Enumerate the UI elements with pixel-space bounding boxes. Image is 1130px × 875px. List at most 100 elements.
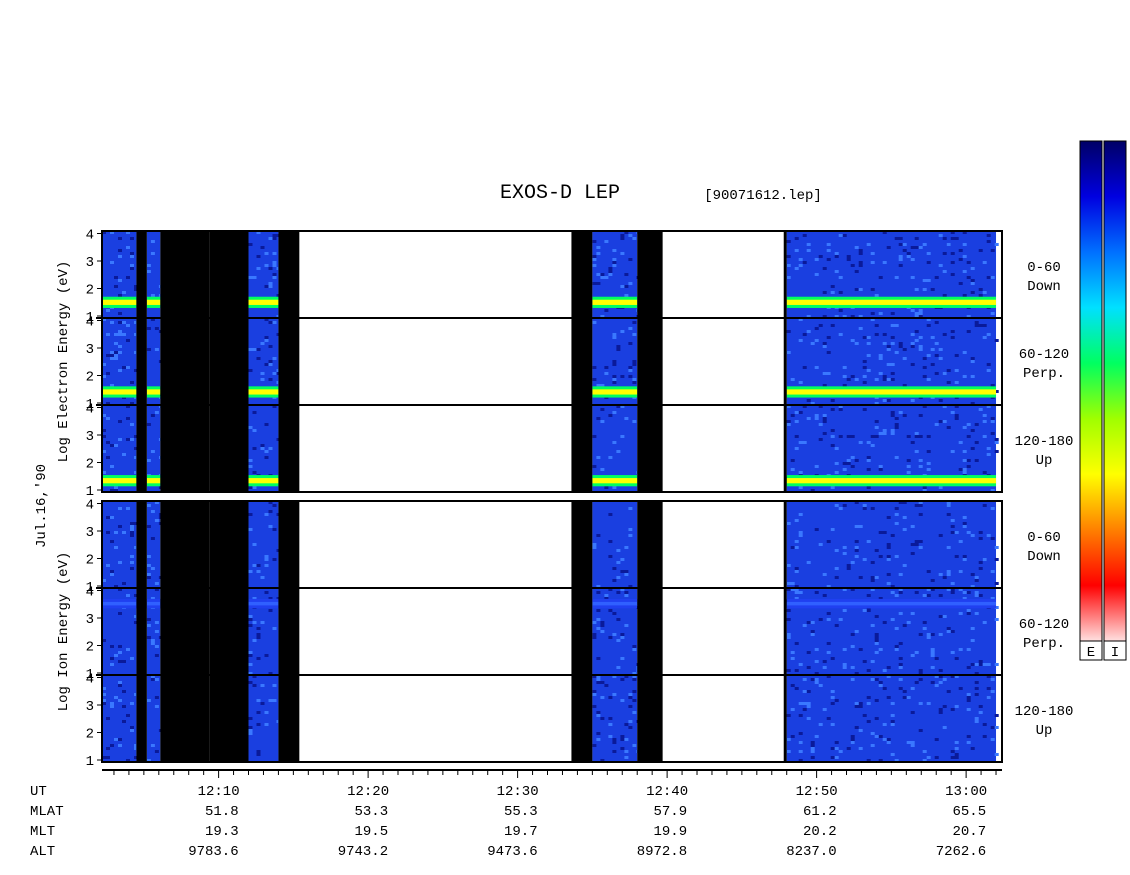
- mlat-value: 55.3: [504, 804, 538, 820]
- electron-channel-label: 0-60 Down: [1027, 260, 1061, 295]
- electron-band-core: [102, 389, 137, 395]
- ion-band-core: [146, 601, 161, 606]
- ion-ytick-label: 1: [86, 580, 94, 596]
- electron-channel-label: 60-120 Perp.: [1019, 347, 1069, 382]
- channel-label-line: 60-120: [1019, 617, 1069, 633]
- ion-nodata-4: [571, 501, 593, 762]
- electron-band-core: [786, 299, 997, 305]
- electron-ytick-label: 2: [86, 457, 94, 473]
- electron-band-core: [248, 299, 279, 305]
- ion-noise-light: [102, 681, 138, 750]
- ion-ytick-label: 2: [86, 640, 94, 656]
- electron-nodata-5: [637, 231, 663, 492]
- ion-channel-label: 120-180 Up: [1015, 704, 1074, 739]
- colorbar-label: E: [1087, 645, 1095, 661]
- colorbar-e: [1079, 140, 1103, 642]
- ion-noise-dark: [592, 588, 641, 666]
- electron-ytick-label: 4: [86, 315, 94, 331]
- electron-band-core: [786, 478, 997, 484]
- electron-noise-dark: [248, 234, 281, 297]
- electron-band-core: [146, 299, 161, 305]
- mlt-value: 19.7: [504, 824, 538, 840]
- time-axis: UT MLAT MLT ALT 12:10 51.8 19.3 9783.6 12:20 53.3…: [30, 769, 1002, 860]
- channel-label-line: Down: [1027, 279, 1061, 295]
- ion-noise-dark: [248, 591, 281, 675]
- ion-data-block-3: [592, 501, 638, 762]
- colorbar-label-box: [1079, 640, 1103, 661]
- ion-nodata-5: [637, 501, 663, 762]
- electron-nodata-6: [783, 231, 787, 492]
- ion-panel: 1 2 3 4 0-60 Down 1 2 3 4 60-120 Perp. 1 2 3 4 120-180 Up…: [56, 498, 1073, 771]
- mlt-value: 20.7: [953, 824, 987, 840]
- mlat-value: 57.9: [654, 804, 688, 820]
- mlt-value: 20.2: [803, 824, 837, 840]
- mlat-value: 65.5: [953, 804, 987, 820]
- ion-band-core: [592, 601, 638, 606]
- electron-nodata-1: [160, 231, 210, 492]
- electron-noise-light: [146, 240, 163, 297]
- ion-content: [102, 501, 999, 762]
- electron-band-core: [592, 299, 638, 305]
- electron-ytick-label: 2: [86, 283, 94, 299]
- electron-data-block-2: [248, 231, 279, 492]
- date-label: Jul.16,'90: [34, 464, 50, 548]
- ion-nodata-2: [209, 501, 249, 762]
- row-label-mlat: MLAT: [30, 804, 64, 820]
- channel-label-line: 0-60: [1027, 530, 1061, 546]
- electron-noise-light: [102, 318, 138, 399]
- electron-band-core: [248, 478, 279, 484]
- alt-value: 7262.6: [936, 844, 986, 860]
- electron-content: [102, 231, 999, 492]
- ion-ytick-label: 4: [86, 672, 94, 688]
- channel-label-line: Perp.: [1023, 366, 1065, 382]
- electron-channel-label: 120-180 Up: [1015, 434, 1074, 469]
- alt-value: 8972.8: [637, 844, 687, 860]
- electron-ytick-label: 2: [86, 370, 94, 386]
- electron-noise-light: [248, 231, 281, 318]
- channel-label-line: Perp.: [1023, 636, 1065, 652]
- electron-band-core: [146, 389, 161, 395]
- electron-frame: [101, 230, 1003, 493]
- ion-band-core: [248, 601, 279, 606]
- electron-ytick-label: 3: [86, 255, 94, 271]
- channel-label-line: 120-180: [1015, 704, 1074, 720]
- electron-noise-light: [592, 321, 637, 399]
- ion-channel-label: 0-60 Down: [1027, 530, 1061, 565]
- ion-nodata-3: [278, 501, 300, 762]
- ion-ytick-label: 3: [86, 699, 94, 715]
- electron-data-block-4: [786, 231, 997, 492]
- ion-ylabel: Log Ion Energy (eV): [56, 552, 72, 712]
- electron-nodata-4: [571, 231, 593, 492]
- colorbar-label-box: [1103, 640, 1127, 661]
- ut-tick-label: 12:50: [796, 784, 838, 800]
- mlat-value: 61.2: [803, 804, 837, 820]
- ion-noise-light: [592, 675, 641, 759]
- mlat-value: 53.3: [355, 804, 389, 820]
- electron-band-core: [592, 478, 638, 484]
- ion-noise-light: [146, 501, 159, 585]
- electron-band-core: [786, 389, 997, 395]
- electron-noise-light: [592, 231, 641, 318]
- mlat-value: 51.8: [205, 804, 239, 820]
- ion-noise-dark: [786, 588, 995, 675]
- chart-title: EXOS-D LEP: [500, 182, 620, 205]
- row-label-mlt: MLT: [30, 824, 55, 840]
- channel-label-line: 120-180: [1015, 434, 1074, 450]
- ion-data-block-0: [102, 501, 137, 762]
- ion-noise-dark: [102, 588, 138, 663]
- row-label-ut: UT: [30, 784, 47, 800]
- alt-value: 8237.0: [786, 844, 836, 860]
- ion-band-core: [786, 601, 997, 606]
- ion-noise-light: [248, 684, 281, 735]
- colorbar-label: I: [1111, 645, 1119, 661]
- ut-tick-label: 12:40: [646, 784, 688, 800]
- ion-noise-light: [592, 588, 641, 675]
- ion-noise-light: [146, 675, 159, 762]
- ion-noise-light: [110, 594, 138, 666]
- ion-noise-light: [592, 507, 633, 588]
- electron-panel: 1 2 3 4 0-60 Down 1 2 3 4 60-120 Perp. 1 2 3 4 120-180 Up…: [56, 228, 1073, 501]
- channel-label-line: Up: [1036, 723, 1053, 739]
- electron-band-core: [592, 389, 638, 395]
